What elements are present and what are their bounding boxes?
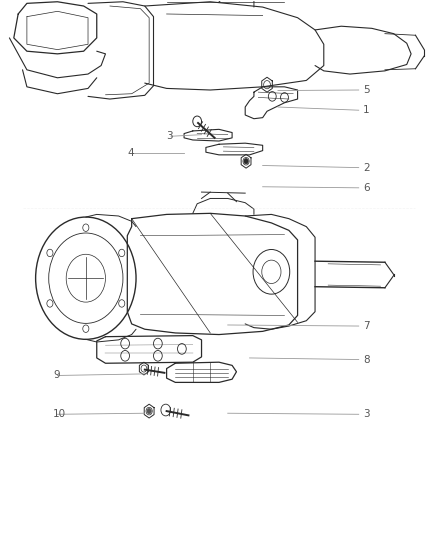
Text: 7: 7 [363,321,370,331]
Text: 3: 3 [363,409,370,419]
Text: 5: 5 [363,85,370,95]
Text: 6: 6 [363,183,370,193]
Text: 1: 1 [363,105,370,115]
Circle shape [147,408,151,414]
Text: 10: 10 [53,409,66,419]
Text: 9: 9 [53,370,60,381]
Text: 3: 3 [166,131,173,141]
Text: 8: 8 [363,354,370,365]
Circle shape [244,159,248,164]
Text: 4: 4 [127,148,134,158]
Text: 2: 2 [363,163,370,173]
